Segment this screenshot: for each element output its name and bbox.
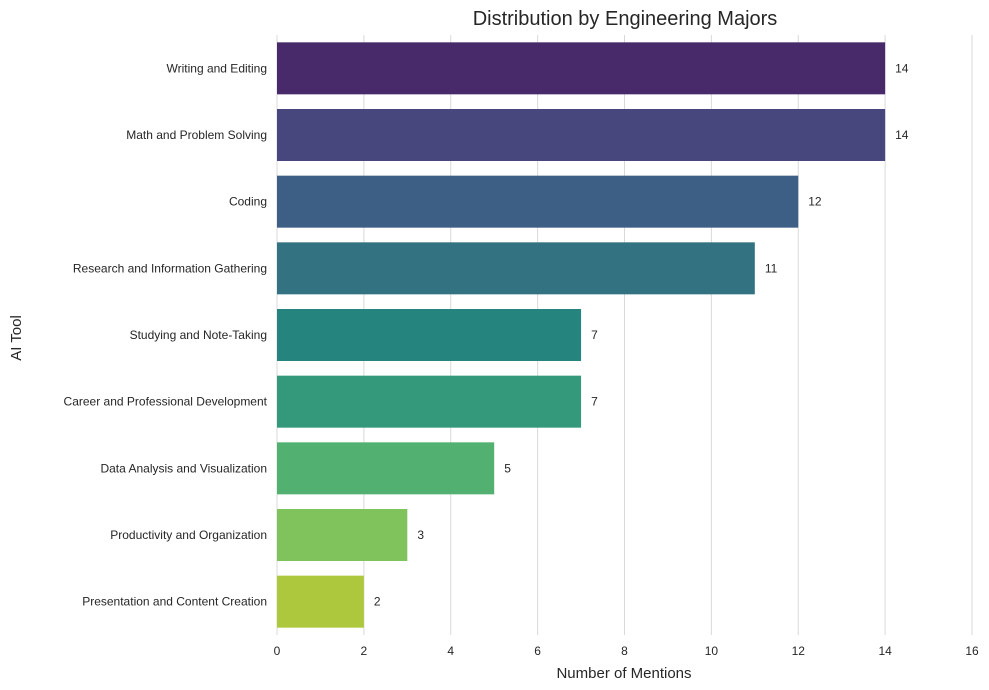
bar	[277, 242, 755, 295]
x-tick-label: 14	[878, 644, 892, 658]
value-label: 12	[808, 195, 822, 209]
value-label: 3	[417, 528, 424, 542]
bars	[277, 42, 886, 628]
category-label: Presentation and Content Creation	[82, 595, 267, 609]
value-label: 2	[374, 595, 381, 609]
x-tick-label: 4	[447, 644, 454, 658]
x-tick-label: 12	[792, 644, 806, 658]
value-label: 11	[765, 261, 778, 275]
bar	[277, 175, 799, 228]
bar	[277, 109, 886, 161]
x-tick-label: 16	[965, 644, 979, 658]
category-label: Productivity and Organization	[110, 528, 267, 542]
bar	[277, 442, 495, 495]
category-label: Research and Information Gathering	[73, 261, 267, 275]
bar	[277, 375, 582, 428]
category-label: Writing and Editing	[167, 61, 268, 75]
category-label: Math and Problem Solving	[126, 128, 267, 142]
x-tick-label: 2	[361, 644, 368, 658]
chart-title: Distribution by Engineering Majors	[473, 8, 778, 30]
value-label: 7	[591, 328, 598, 342]
x-tick-labels: 0 2 4 6 8 10 12 14 16	[274, 644, 979, 658]
x-tick-label: 6	[534, 644, 541, 658]
category-label: Coding	[229, 195, 267, 209]
x-tick-label: 8	[621, 644, 628, 658]
value-labels: 14 14 12 11 7 7 5 3 2	[374, 61, 909, 608]
y-axis-title: AI Tool	[8, 315, 25, 361]
category-label: Studying and Note-Taking	[130, 328, 267, 342]
bar	[277, 575, 364, 628]
x-axis-title: Number of Mentions	[556, 665, 691, 682]
value-label: 5	[504, 461, 511, 475]
value-label: 14	[895, 128, 909, 142]
x-tick-label: 10	[705, 644, 719, 658]
bar	[277, 509, 408, 561]
bar	[277, 309, 582, 361]
bar	[277, 42, 886, 95]
category-label: Data Analysis and Visualization	[100, 461, 267, 475]
x-tick-label: 0	[274, 644, 281, 658]
value-label: 14	[895, 61, 909, 75]
category-labels: Writing and Editing Math and Problem Solv…	[64, 61, 268, 608]
value-label: 7	[591, 395, 598, 409]
category-label: Career and Professional Development	[64, 395, 268, 409]
